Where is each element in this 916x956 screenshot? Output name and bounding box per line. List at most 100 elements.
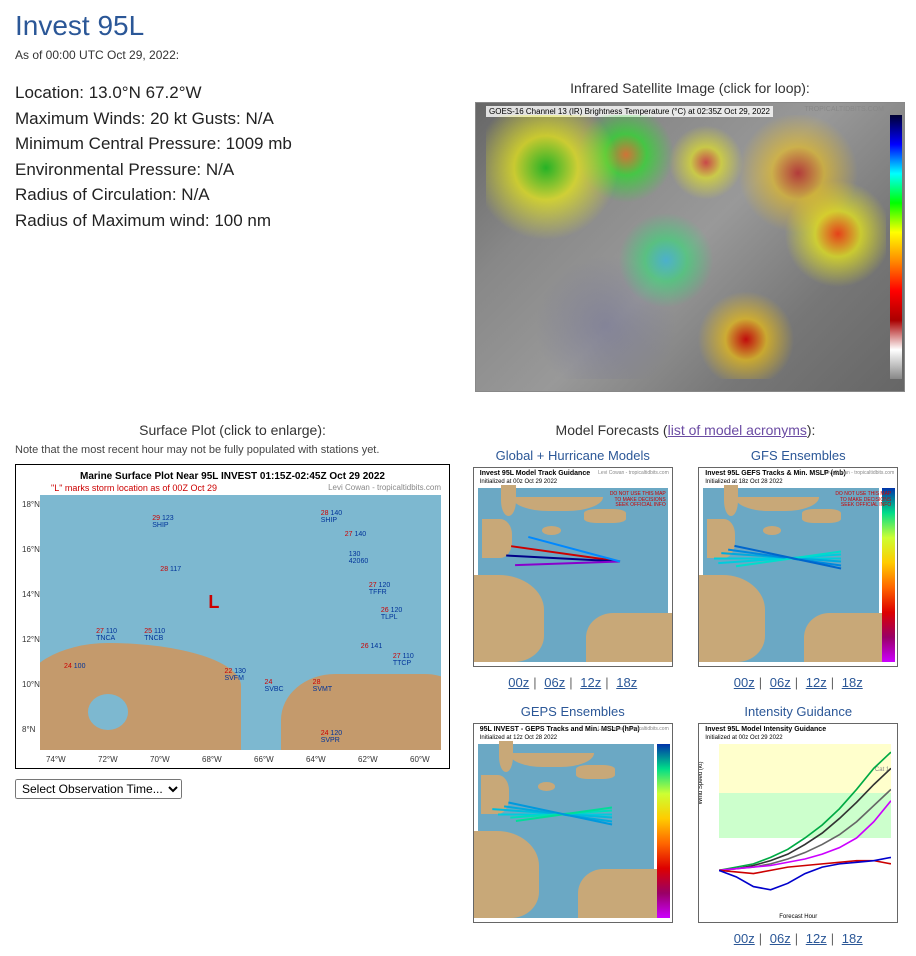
models-heading: Model Forecasts (list of model acronyms)… — [470, 422, 901, 438]
img-title: Invest 95L Model Intensity Guidance — [703, 726, 828, 733]
acronyms-link[interactable]: list of model acronyms — [668, 422, 807, 438]
stat-radius-circ: Radius of Circulation: N/A — [15, 182, 455, 208]
gfs-ensembles-block: GFS Ensembles Invest 95L GEFS Tracks & M… — [696, 448, 902, 690]
station: 27 110TTCP — [393, 653, 414, 667]
plot-title: Marine Surface Plot Near 95L INVEST 01:1… — [16, 471, 449, 482]
gfs-ensembles-title: GFS Ensembles — [751, 448, 846, 463]
satellite-brand: TROPICALTIDBITS.COM — [804, 106, 884, 113]
map-bg — [478, 488, 668, 662]
surface-note: Note that the most recent hour may not b… — [15, 444, 450, 456]
img-brand: Levi Cowan - tropicaltidbits.com — [598, 470, 669, 476]
x-axis-label: Forecast Hour — [699, 914, 897, 920]
ensemble-colorbar — [882, 488, 895, 662]
global-models-block: Global + Hurricane Models Invest 95L Mod… — [470, 448, 676, 690]
trinidad-land — [281, 674, 441, 751]
station: 24 120SVPR — [321, 730, 342, 744]
map-bg — [478, 744, 654, 918]
surface-heading: Surface Plot (click to enlarge): — [15, 422, 450, 438]
stat-min-pressure: Minimum Central Pressure: 1009 mb — [15, 131, 455, 157]
y-axis-label: Wind Speed (kt) — [698, 761, 704, 804]
x-label: 70°W — [150, 755, 170, 764]
bottom-section: Surface Plot (click to enlarge): Note th… — [15, 422, 901, 946]
y-label: 14°N — [22, 590, 40, 599]
global-time-links: 00z| 06z| 12z| 18z — [508, 675, 637, 690]
global-models-title: Global + Hurricane Models — [496, 448, 650, 463]
satellite-colorbar — [890, 115, 902, 379]
storm-stats: Location: 13.0°N 67.2°W Maximum Winds: 2… — [15, 80, 455, 392]
station: 28 140SHIP — [321, 510, 342, 524]
station: 27 120TFFR — [369, 582, 390, 596]
y-label: 12°N — [22, 635, 40, 644]
img-sub: Initialized at 00z Oct 29 2022 — [478, 479, 559, 485]
station: 24SVBC — [265, 679, 284, 693]
plot-subtitle: "L" marks storm location as of 00Z Oct 2… — [51, 483, 217, 493]
timestamp: As of 00:00 UTC Oct 29, 2022: — [15, 48, 901, 62]
time-link-12z[interactable]: 12z — [806, 675, 827, 690]
models-column: Model Forecasts (list of model acronyms)… — [470, 422, 901, 946]
station: 27 110TNCA — [96, 628, 117, 642]
time-link-00z[interactable]: 00z — [508, 675, 529, 690]
img-title: Invest 95L Model Track Guidance — [478, 470, 592, 477]
storm-marker: L — [208, 592, 219, 613]
time-link-00z[interactable]: 00z — [734, 675, 755, 690]
maracaibo-lake — [88, 694, 128, 730]
img-sub: Initialized at 00z Oct 29 2022 — [703, 735, 784, 741]
time-link-06z[interactable]: 06z — [770, 675, 791, 690]
x-label: 62°W — [358, 755, 378, 764]
img-brand: Levi Cowan - tropicaltidbits.com — [598, 726, 669, 732]
models-heading-suffix: ): — [807, 422, 816, 438]
station: 13042060 — [349, 551, 368, 565]
satellite-section: Infrared Satellite Image (click for loop… — [475, 80, 905, 392]
warning-text: DO NOT USE THIS MAP TO MAKE DECISIONS SE… — [835, 492, 891, 509]
y-label: 16°N — [22, 545, 40, 554]
x-label: 72°W — [98, 755, 118, 764]
station: 22 130SVFM — [224, 668, 245, 682]
time-link-06z[interactable]: 06z — [544, 675, 565, 690]
img-sub: Initialized at 18z Oct 28 2022 — [703, 479, 784, 485]
plot-brand: Levi Cowan - tropicaltidbits.com — [328, 483, 441, 492]
plot-map: L 29 123SHIP 28 140SHIP 27 140 13042060 … — [40, 495, 441, 750]
station: 28 117 — [160, 566, 181, 573]
stat-env-pressure: Environmental Pressure: N/A — [15, 157, 455, 183]
stat-location: Location: 13.0°N 67.2°W — [15, 80, 455, 106]
geps-ensembles-image[interactable]: 95L INVEST - GEPS Tracks and Min. MSLP (… — [473, 723, 673, 923]
time-link-18z[interactable]: 18z — [842, 675, 863, 690]
intensity-guidance-image[interactable]: Invest 95L Model Intensity Guidance Init… — [698, 723, 898, 923]
station: 26 120TLPL — [381, 607, 402, 621]
x-label: 68°W — [202, 755, 222, 764]
satellite-heading: Infrared Satellite Image (click for loop… — [475, 80, 905, 96]
map-bg — [703, 488, 879, 662]
station: 27 140 — [345, 531, 366, 538]
intensity-chart: Cat 1 SHIP DSHP IVCN LGEM — [719, 744, 891, 906]
surface-column: Surface Plot (click to enlarge): Note th… — [15, 422, 450, 946]
gfs-ensembles-image[interactable]: Invest 95L GEFS Tracks & Min. MSLP (mb) … — [698, 467, 898, 667]
time-link-12z[interactable]: 12z — [580, 675, 601, 690]
y-label: 8°N — [22, 725, 35, 734]
geps-ensembles-title: GEPS Ensembles — [521, 704, 625, 719]
observation-time-select[interactable]: Select Observation Time... — [15, 779, 182, 799]
y-label: 10°N — [22, 680, 40, 689]
model-grid: Global + Hurricane Models Invest 95L Mod… — [470, 448, 901, 946]
top-section: Location: 13.0°N 67.2°W Maximum Winds: 2… — [15, 80, 901, 392]
time-link-18z[interactable]: 18z — [616, 675, 637, 690]
station: 28SVMT — [313, 679, 332, 693]
intensity-guidance-block: Intensity Guidance Invest 95L Model Inte… — [696, 704, 902, 946]
satellite-clouds — [486, 115, 886, 379]
x-label: 60°W — [410, 755, 430, 764]
satellite-image[interactable]: GOES-16 Channel 13 (IR) Brightness Tempe… — [475, 102, 905, 392]
station: 25 110TNCB — [144, 628, 165, 642]
page-title: Invest 95L — [15, 10, 901, 42]
stat-radius-max-wind: Radius of Maximum wind: 100 nm — [15, 208, 455, 234]
station: 24 100 — [64, 663, 85, 670]
surface-plot[interactable]: Marine Surface Plot Near 95L INVEST 01:1… — [15, 464, 450, 769]
y-label: 18°N — [22, 500, 40, 509]
venezuela-land — [40, 643, 241, 750]
img-brand: Levi Cowan - tropicaltidbits.com — [824, 470, 895, 476]
gfs-time-links: 00z| 06z| 12z| 18z — [734, 675, 863, 690]
station: 26 141 — [361, 643, 382, 650]
geps-ensembles-block: GEPS Ensembles 95L INVEST - GEPS Tracks … — [470, 704, 676, 946]
x-label: 66°W — [254, 755, 274, 764]
img-sub: Initialized at 12z Oct 28 2022 — [478, 735, 559, 741]
intensity-guidance-title: Intensity Guidance — [744, 704, 852, 719]
global-models-image[interactable]: Invest 95L Model Track Guidance Initiali… — [473, 467, 673, 667]
